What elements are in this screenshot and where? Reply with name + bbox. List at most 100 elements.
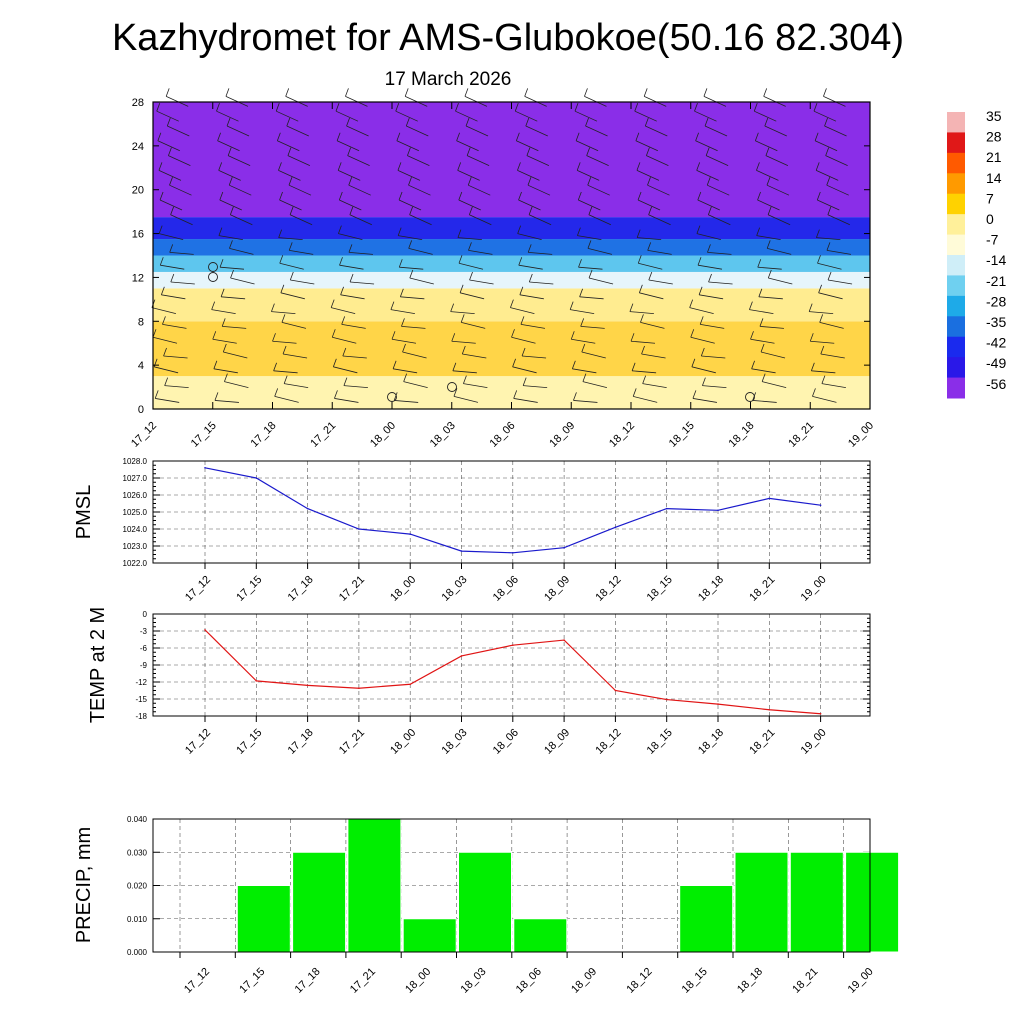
wind-barb-feather [514, 103, 519, 112]
wind-barb-feather [337, 162, 342, 171]
y-tick-label: 0 [143, 610, 148, 619]
wind-barb-feather [515, 132, 520, 141]
pmsl-point [255, 477, 258, 479]
wind-barb-feather [641, 345, 645, 355]
wind-barb [697, 264, 723, 270]
wind-barb [526, 155, 550, 166]
wind-barb [759, 326, 784, 329]
wind-barb-feather [513, 390, 518, 399]
wind-barb [511, 336, 536, 344]
wind-barb-feather [170, 273, 175, 283]
wind-barb-feather [826, 177, 831, 186]
wind-barb [469, 214, 492, 226]
x-tick-label-17_21: 17_21 [308, 420, 338, 450]
wind-barb-feather [450, 303, 455, 312]
wind-barb-feather [288, 242, 293, 251]
wind-barb-feather [810, 362, 815, 371]
x-tick-label-19_00: 19_00 [799, 574, 829, 604]
wind-barb [159, 233, 184, 240]
precip-axis-label: PRECIP, mm [73, 827, 95, 943]
wind-barb-feather [644, 117, 649, 127]
x-tick-label-18_21: 18_21 [790, 966, 820, 996]
wind-barb [518, 199, 541, 211]
x-tick-label-17_18: 17_18 [249, 420, 279, 450]
y-tick-label: 0.000 [127, 948, 148, 957]
wind-barb-feather [158, 225, 163, 234]
wind-barb [632, 370, 657, 374]
wind-barb-feather [287, 147, 292, 156]
wind-barb-feather [820, 345, 825, 355]
colorbar-segment [947, 112, 965, 133]
wind-barb-feather [586, 147, 591, 156]
wind-barb [707, 184, 730, 196]
x-tick-label-18_15: 18_15 [680, 966, 710, 996]
wind-barb [453, 396, 479, 403]
wind-barb-feather [528, 273, 533, 283]
wind-barb [751, 368, 776, 374]
wind-barb [155, 398, 180, 403]
wind-barb [393, 368, 418, 374]
wind-barb [825, 155, 848, 166]
x-tick-label-18_03: 18_03 [428, 420, 458, 450]
colorbar-label: 0 [986, 211, 994, 227]
wind-barb [809, 311, 834, 315]
temp-point [204, 629, 206, 631]
wind-barb [762, 381, 787, 389]
wind-barb-feather [757, 259, 762, 268]
wind-barb-feather [276, 132, 281, 141]
wind-barb-feather [461, 345, 466, 355]
wind-barb [827, 279, 853, 285]
temp-axis-label: TEMP at 2 M [87, 607, 109, 723]
pmsl-point [306, 507, 309, 510]
wind-barb [170, 281, 195, 285]
wind-barb [764, 125, 787, 137]
precip-bar-17_21 [347, 818, 402, 953]
x-tick-label-18_21: 18_21 [786, 420, 816, 450]
wind-barb-feather [216, 103, 220, 112]
wind-barb [396, 140, 420, 152]
wind-barb [340, 294, 365, 300]
wind-barb [460, 292, 485, 300]
wind-barb-feather [458, 255, 463, 264]
wind-barb-feather [588, 269, 593, 279]
y-tick-label: -15 [135, 695, 147, 704]
wind-barb [229, 184, 252, 196]
wind-barb-feather [466, 147, 471, 156]
wind-barb-feather [397, 227, 402, 236]
wind-barb [335, 110, 359, 122]
wind-barb-feather [224, 373, 228, 382]
wind-barb [518, 264, 543, 270]
wind-barb [349, 214, 373, 226]
wind-barb [582, 381, 607, 389]
precip-bar-19_00 [845, 851, 900, 953]
wind-barb [276, 110, 299, 122]
x-tick-label-17_15: 17_15 [234, 727, 264, 757]
pmsl-axis-label: PMSL [73, 485, 95, 539]
wind-barb-feather [587, 177, 592, 186]
wind-barb [640, 322, 665, 329]
wind-barb-feather [222, 343, 227, 353]
wind-barb [339, 199, 362, 211]
wind-barb [350, 281, 375, 285]
pmsl-point [614, 526, 617, 529]
wind-barb [586, 155, 609, 166]
plot-frame [152, 460, 871, 564]
wind-barb [394, 400, 419, 403]
wind-barb-feather [280, 284, 285, 293]
x-tick-label-18_00: 18_00 [388, 727, 418, 757]
wind-barb [458, 199, 481, 211]
wind-barb-feather [218, 162, 223, 171]
colorbar-segment [947, 357, 965, 379]
x-tick-label-17_12: 17_12 [183, 727, 213, 757]
wind-barb-feather [696, 225, 701, 234]
calm-wind-marker [447, 382, 457, 392]
wind-barb [704, 125, 728, 137]
wind-barb-feather [575, 132, 580, 141]
x-tick-label-18_06: 18_06 [514, 966, 544, 996]
wind-barb [757, 266, 782, 270]
x-tick-label-18_03: 18_03 [440, 727, 470, 757]
colorbar-segment [947, 132, 965, 154]
wind-barb-feather [218, 227, 223, 236]
wind-barb-feather [345, 88, 349, 97]
wind-barb-feather [582, 373, 587, 382]
